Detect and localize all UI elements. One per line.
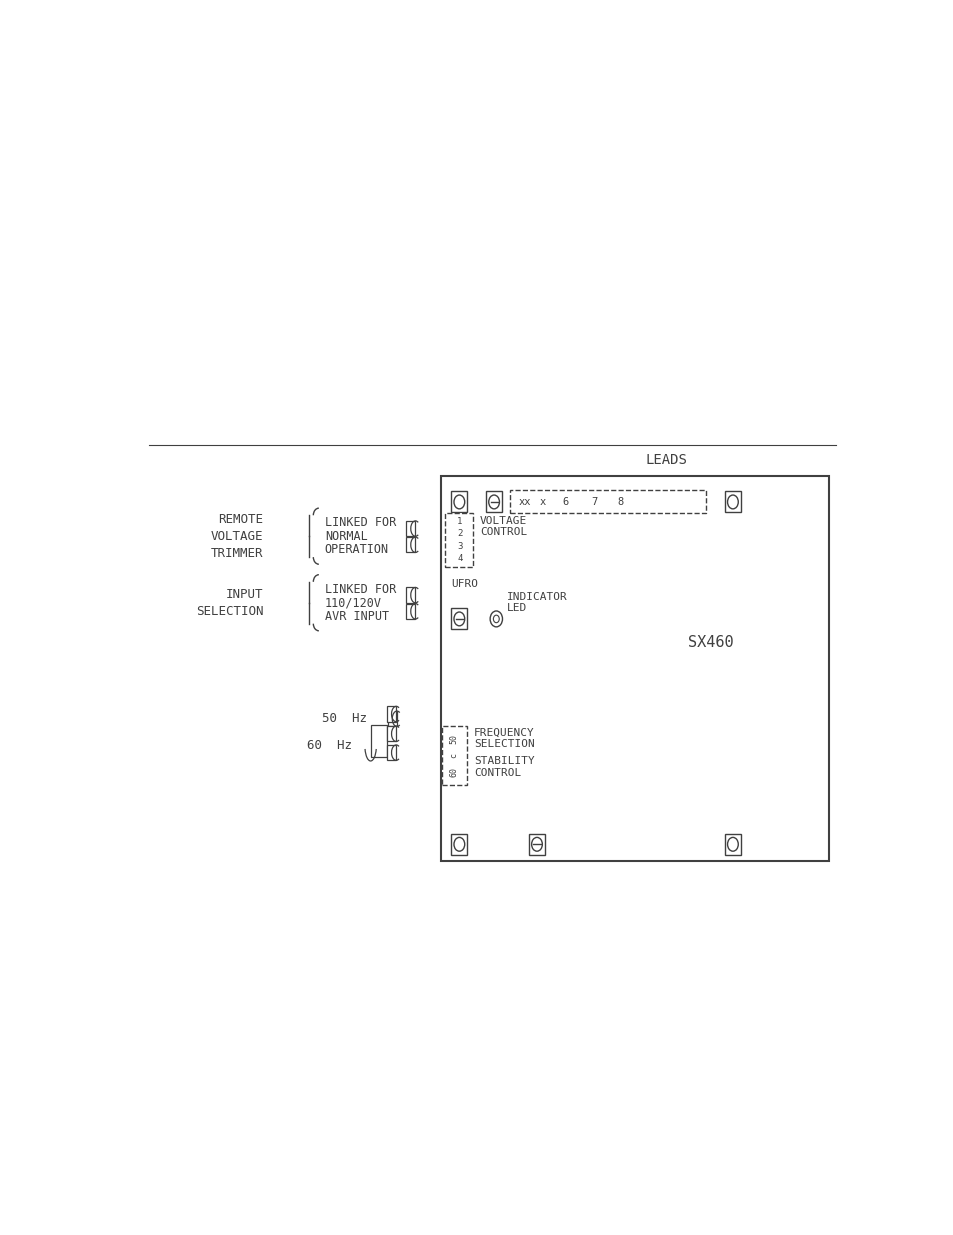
Text: TRIMMER: TRIMMER (211, 547, 263, 559)
Bar (387, 711, 396, 726)
Text: STABILITY: STABILITY (474, 756, 535, 766)
Text: xx: xx (517, 496, 530, 506)
Text: LEADS: LEADS (645, 453, 686, 467)
Text: OPERATION: OPERATION (324, 543, 389, 556)
Text: CONTROL: CONTROL (479, 527, 527, 537)
Text: 3: 3 (456, 542, 462, 551)
Bar (387, 706, 395, 721)
Text: 6: 6 (562, 496, 568, 506)
Text: 60: 60 (449, 767, 458, 777)
Bar (406, 588, 415, 603)
Circle shape (454, 613, 464, 626)
Circle shape (727, 495, 738, 509)
Circle shape (454, 495, 464, 509)
Text: LED: LED (506, 603, 526, 614)
Text: LINKED FOR: LINKED FOR (324, 583, 395, 597)
Circle shape (727, 837, 738, 851)
Circle shape (490, 611, 502, 627)
Text: NORMAL: NORMAL (324, 530, 367, 542)
Text: VOLTAGE: VOLTAGE (211, 530, 263, 542)
Text: 110/120V: 110/120V (324, 597, 381, 609)
Bar (451, 609, 467, 630)
Text: 8: 8 (617, 496, 623, 506)
Text: 4: 4 (456, 555, 462, 563)
Bar (509, 490, 705, 514)
Text: INDICATOR: INDICATOR (506, 592, 567, 601)
Bar (451, 834, 467, 855)
Text: SELECTION: SELECTION (474, 740, 535, 750)
Bar (724, 834, 740, 855)
Bar (528, 834, 544, 855)
Text: 50  Hz: 50 Hz (321, 713, 367, 725)
Bar (451, 492, 467, 513)
Text: SELECTION: SELECTION (195, 605, 263, 618)
Text: 7: 7 (591, 496, 598, 506)
Circle shape (454, 837, 464, 851)
Circle shape (488, 495, 499, 509)
Text: 1: 1 (456, 517, 462, 526)
Text: SX460: SX460 (687, 635, 733, 650)
Text: INPUT: INPUT (226, 588, 263, 600)
Text: VOLTAGE: VOLTAGE (479, 516, 527, 526)
Bar (387, 726, 395, 741)
Text: UFRO: UFRO (451, 579, 477, 589)
Bar (406, 537, 415, 552)
Bar (440, 477, 828, 862)
Circle shape (531, 837, 542, 851)
Text: c: c (449, 753, 458, 758)
Bar (441, 726, 466, 785)
Text: 2: 2 (456, 529, 462, 538)
Text: x: x (539, 496, 545, 506)
Text: AVR INPUT: AVR INPUT (324, 610, 389, 622)
Bar (387, 745, 395, 761)
Text: CONTROL: CONTROL (474, 768, 521, 778)
Bar (485, 492, 501, 513)
Text: REMOTE: REMOTE (218, 513, 263, 526)
Bar (444, 514, 472, 567)
Text: LINKED FOR: LINKED FOR (324, 516, 395, 530)
Bar (370, 725, 387, 757)
Text: 50: 50 (449, 735, 458, 745)
Text: FREQUENCY: FREQUENCY (474, 727, 535, 737)
Bar (406, 604, 415, 619)
Text: 60  Hz: 60 Hz (307, 739, 352, 752)
Bar (406, 521, 415, 536)
Bar (724, 492, 740, 513)
Circle shape (493, 615, 498, 622)
